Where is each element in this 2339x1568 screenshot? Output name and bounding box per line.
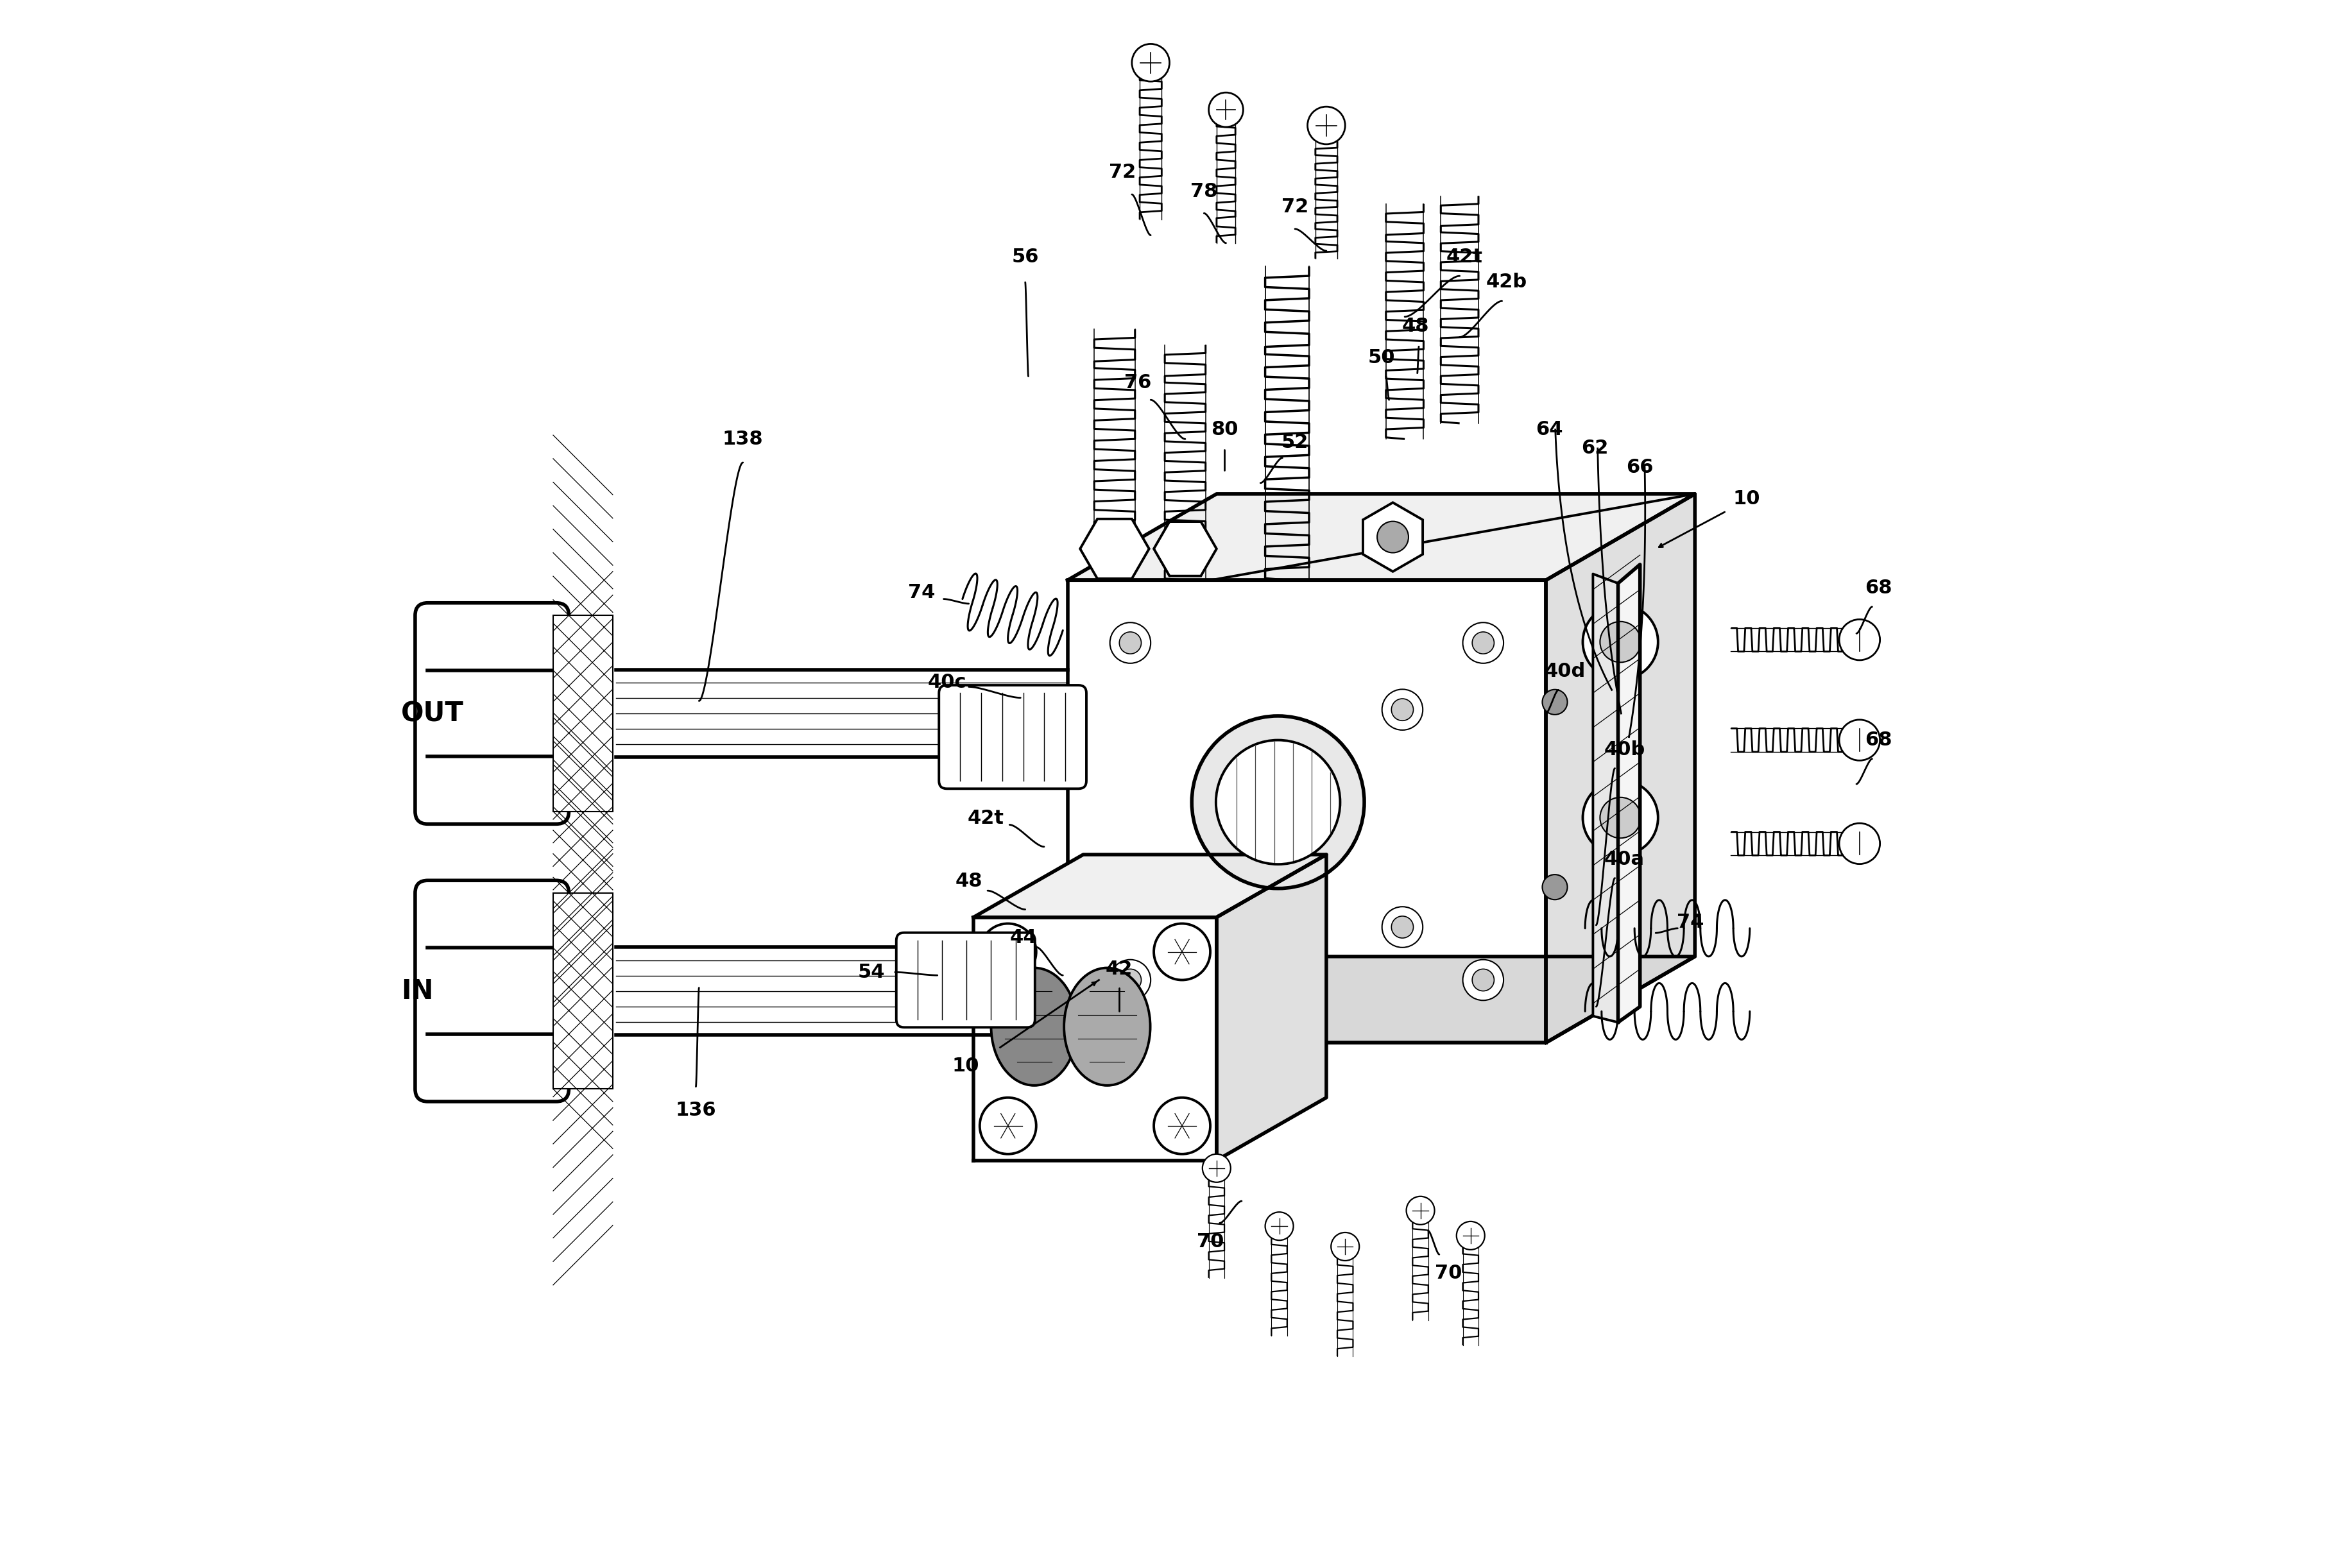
Text: 70: 70 [1198, 1232, 1223, 1251]
Circle shape [1600, 797, 1640, 837]
Polygon shape [1067, 956, 1696, 1043]
Text: 42b: 42b [1485, 273, 1527, 292]
Ellipse shape [1064, 967, 1151, 1085]
Text: 68: 68 [1864, 731, 1892, 750]
Circle shape [1132, 44, 1170, 82]
FancyBboxPatch shape [414, 602, 568, 823]
Text: 40c: 40c [926, 673, 966, 691]
Text: 72: 72 [1109, 163, 1137, 182]
Text: 54: 54 [858, 963, 884, 982]
Text: 44: 44 [1010, 928, 1036, 947]
Polygon shape [1067, 580, 1546, 1043]
Circle shape [1462, 960, 1504, 1000]
FancyBboxPatch shape [414, 881, 568, 1101]
Circle shape [1308, 107, 1345, 144]
Circle shape [1462, 622, 1504, 663]
Text: 68: 68 [1864, 579, 1892, 597]
Bar [552, 615, 613, 812]
Text: 40a: 40a [1605, 850, 1644, 869]
Circle shape [1111, 622, 1151, 663]
Circle shape [1216, 740, 1340, 864]
Text: 138: 138 [723, 430, 763, 448]
Text: 74: 74 [908, 583, 936, 602]
Circle shape [1471, 632, 1495, 654]
Circle shape [1120, 969, 1141, 991]
Polygon shape [1619, 564, 1640, 1022]
Polygon shape [973, 917, 1216, 1160]
Circle shape [1457, 1221, 1485, 1250]
Text: 52: 52 [1282, 433, 1308, 452]
Text: 48: 48 [954, 872, 982, 891]
Text: 10: 10 [952, 1057, 980, 1076]
Circle shape [1584, 779, 1658, 855]
Text: 42: 42 [1106, 960, 1132, 978]
Polygon shape [1216, 855, 1326, 1160]
Circle shape [980, 924, 1036, 980]
Circle shape [1382, 906, 1422, 947]
Circle shape [1120, 632, 1141, 654]
Circle shape [1153, 924, 1209, 980]
Circle shape [1193, 717, 1364, 889]
Circle shape [1584, 604, 1658, 679]
Text: 66: 66 [1626, 458, 1654, 477]
Circle shape [1382, 690, 1422, 731]
Circle shape [1392, 916, 1413, 938]
Text: 70: 70 [1436, 1264, 1462, 1283]
Text: IN: IN [400, 977, 433, 1005]
Circle shape [980, 1098, 1036, 1154]
Text: 74: 74 [1677, 913, 1703, 931]
Polygon shape [1593, 574, 1619, 1022]
Circle shape [1392, 699, 1413, 721]
Text: 72: 72 [1282, 198, 1308, 216]
Text: 42t: 42t [968, 809, 1003, 828]
Text: 40b: 40b [1605, 740, 1644, 759]
Text: 80: 80 [1212, 420, 1237, 439]
Circle shape [1541, 690, 1567, 715]
Polygon shape [973, 855, 1326, 917]
FancyBboxPatch shape [896, 933, 1034, 1027]
Polygon shape [1067, 494, 1696, 580]
Text: 62: 62 [1581, 439, 1609, 458]
Text: 10: 10 [1733, 489, 1761, 508]
Circle shape [1600, 621, 1640, 662]
Circle shape [1838, 720, 1881, 760]
Circle shape [1406, 1196, 1434, 1225]
Text: 48: 48 [1401, 317, 1429, 336]
Text: 64: 64 [1534, 420, 1562, 439]
Circle shape [1331, 1232, 1359, 1261]
Text: 78: 78 [1191, 182, 1219, 201]
Circle shape [1111, 960, 1151, 1000]
Circle shape [1209, 93, 1244, 127]
Text: 50: 50 [1368, 348, 1394, 367]
Text: 136: 136 [676, 1101, 716, 1120]
Text: 42t: 42t [1446, 248, 1483, 267]
Circle shape [1541, 875, 1567, 900]
Circle shape [1838, 619, 1881, 660]
Text: 56: 56 [1010, 248, 1039, 267]
Ellipse shape [992, 967, 1078, 1085]
Text: OUT: OUT [400, 699, 463, 728]
Bar [552, 894, 613, 1088]
Text: 40d: 40d [1544, 662, 1586, 681]
Circle shape [1202, 1154, 1230, 1182]
Polygon shape [1546, 494, 1696, 1043]
Circle shape [1153, 1098, 1209, 1154]
Text: 76: 76 [1125, 373, 1151, 392]
Circle shape [1471, 969, 1495, 991]
Circle shape [1265, 1212, 1293, 1240]
Circle shape [1378, 521, 1408, 554]
FancyBboxPatch shape [938, 685, 1085, 789]
Circle shape [1838, 823, 1881, 864]
